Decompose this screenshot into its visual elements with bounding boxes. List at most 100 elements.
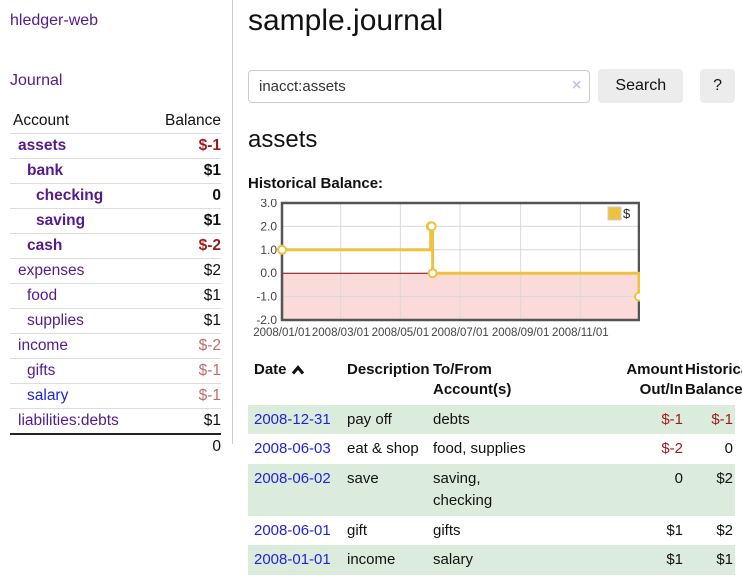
account-row: salary $-1 (10, 383, 221, 409)
transaction-balance: 0 (724, 440, 733, 458)
accounts-total-balance: 0 (115, 433, 221, 459)
accounts-table-body: Account Balance assets $-1 bank $1 checking 0… (10, 109, 221, 459)
transaction-accounts: salary (433, 551, 474, 569)
svg-text:2008/11/01: 2008/11/01 (552, 327, 609, 339)
svg-text:-1.0: -1.0 (256, 290, 277, 304)
chart-title: Historical Balance: (248, 175, 384, 192)
account-balance: $-2 (115, 333, 221, 359)
sidebar: hledger-web Journal Account Balance asse… (0, 0, 233, 459)
svg-text:-2.0: -2.0 (256, 313, 277, 327)
account-balance: $-1 (115, 383, 221, 409)
search-bar: × Search ? (248, 69, 735, 103)
account-balance: $1 (115, 308, 221, 334)
column-header-date[interactable]: Date (248, 358, 347, 405)
column-header-balance: Historical Balance (685, 361, 742, 399)
transaction-balance: $2 (716, 521, 733, 539)
account-link[interactable]: gifts (27, 362, 56, 379)
account-balance: $1 (115, 408, 221, 434)
transaction-date-link[interactable]: 2008-06-01 (254, 521, 331, 539)
account-link[interactable]: cash (27, 237, 63, 254)
transaction-accounts: gifts (433, 521, 461, 539)
search-button[interactable]: Search (598, 69, 684, 103)
search-input[interactable] (248, 69, 591, 103)
search-input-wrap: × (248, 69, 591, 103)
svg-text:3.0: 3.0 (260, 199, 277, 210)
transaction-accounts: debts (433, 410, 470, 428)
account-balance: $-1 (115, 133, 221, 159)
account-row: liabilities:debts $1 (10, 408, 221, 434)
accounts-table: Account Balance assets $-1 bank $1 checking 0… (10, 109, 221, 459)
account-balance: $1 (115, 208, 221, 234)
account-link[interactable]: bank (27, 162, 64, 179)
account-link[interactable]: supplies (27, 312, 84, 329)
register-table: Date Description To/From Account(s) Amou… (248, 358, 742, 575)
transaction-row: 2008-06-02 save saving, checking 0 $2 (248, 464, 735, 516)
svg-text:2.0: 2.0 (260, 219, 277, 233)
transaction-balance: $-1 (711, 410, 733, 428)
account-row: supplies $1 (10, 308, 221, 334)
transaction-amount: $-2 (661, 440, 683, 458)
accounts-header-balance: Balance (164, 112, 221, 129)
svg-text:1.0: 1.0 (260, 243, 277, 257)
sidebar-item-journal[interactable]: Journal (10, 72, 63, 89)
transaction-row: 2008-06-01 gift gifts $1 $2 (248, 516, 735, 546)
column-header-description: Description (347, 361, 430, 378)
svg-text:2008/03/01: 2008/03/01 (312, 327, 370, 339)
account-row: gifts $-1 (10, 358, 221, 384)
transaction-date-link[interactable]: 2008-06-03 (254, 440, 331, 458)
brand-link[interactable]: hledger-web (10, 12, 99, 29)
transaction-description: income (347, 551, 396, 569)
account-link[interactable]: salary (27, 387, 69, 404)
svg-text:2008/09/01: 2008/09/01 (492, 327, 550, 339)
transaction-balance: $2 (716, 470, 733, 487)
page-title: sample.journal (248, 4, 444, 37)
sort-ascending-icon (291, 365, 304, 375)
account-row: bank $1 (10, 158, 221, 184)
account-link[interactable]: food (27, 287, 58, 304)
main-content: sample.journal × Search ? assets Histori… (233, 0, 742, 575)
transaction-description: save (347, 470, 379, 487)
account-link[interactable]: assets (18, 137, 67, 154)
transaction-accounts: food, supplies (433, 440, 526, 458)
account-link[interactable]: expenses (18, 262, 85, 279)
account-balance: 0 (115, 183, 221, 209)
account-balance: $-1 (115, 358, 221, 384)
transaction-date-link[interactable]: 2008-12-31 (254, 410, 331, 428)
svg-text:2008/07/01: 2008/07/01 (431, 327, 489, 339)
account-balance: $1 (115, 283, 221, 309)
transaction-date-link[interactable]: 2008-06-02 (254, 470, 331, 487)
column-header-accounts: To/From Account(s) (433, 361, 512, 399)
transaction-row: 2008-06-03 eat & shop food, supplies $-2 0 (248, 434, 735, 464)
column-header-amount: Amount Out/In (626, 361, 683, 399)
help-button[interactable]: ? (700, 69, 735, 103)
svg-text:2008/01/01: 2008/01/01 (253, 327, 311, 339)
account-heading: assets (248, 126, 318, 153)
account-row: food $1 (10, 283, 221, 309)
account-row: assets $-1 (10, 133, 221, 159)
account-row: cash $-2 (10, 233, 221, 259)
register-header-row: Date Description To/From Account(s) Amou… (248, 358, 742, 405)
svg-text:0.0: 0.0 (260, 266, 277, 280)
svg-text:$: $ (623, 206, 631, 221)
svg-text:2008/05/01: 2008/05/01 (372, 327, 430, 339)
account-row: expenses $2 (10, 258, 221, 284)
account-link[interactable]: saving (36, 212, 86, 229)
account-row: checking 0 (10, 183, 221, 209)
account-link[interactable]: checking (36, 187, 104, 204)
account-row: saving $1 (10, 208, 221, 234)
transaction-amount: 0 (674, 470, 683, 487)
account-balance: $2 (115, 258, 221, 284)
accounts-total-row: 0 (10, 433, 221, 459)
transaction-amount: $-1 (661, 410, 683, 428)
account-row: income $-2 (10, 333, 221, 359)
clear-search-icon[interactable]: × (572, 76, 582, 94)
transaction-amount: $1 (666, 521, 683, 539)
account-link[interactable]: liabilities:debts (18, 412, 119, 429)
account-link[interactable]: income (18, 337, 68, 354)
transaction-row: 2008-01-01 income salary $1 $1 (248, 545, 735, 575)
transaction-balance: $1 (716, 551, 733, 569)
transaction-date-link[interactable]: 2008-01-01 (254, 551, 331, 569)
register-table-body: 2008-12-31 pay off debts $-1 $-1 2008-06-03 ea… (248, 404, 735, 575)
transaction-accounts: saving, checking (433, 470, 493, 509)
